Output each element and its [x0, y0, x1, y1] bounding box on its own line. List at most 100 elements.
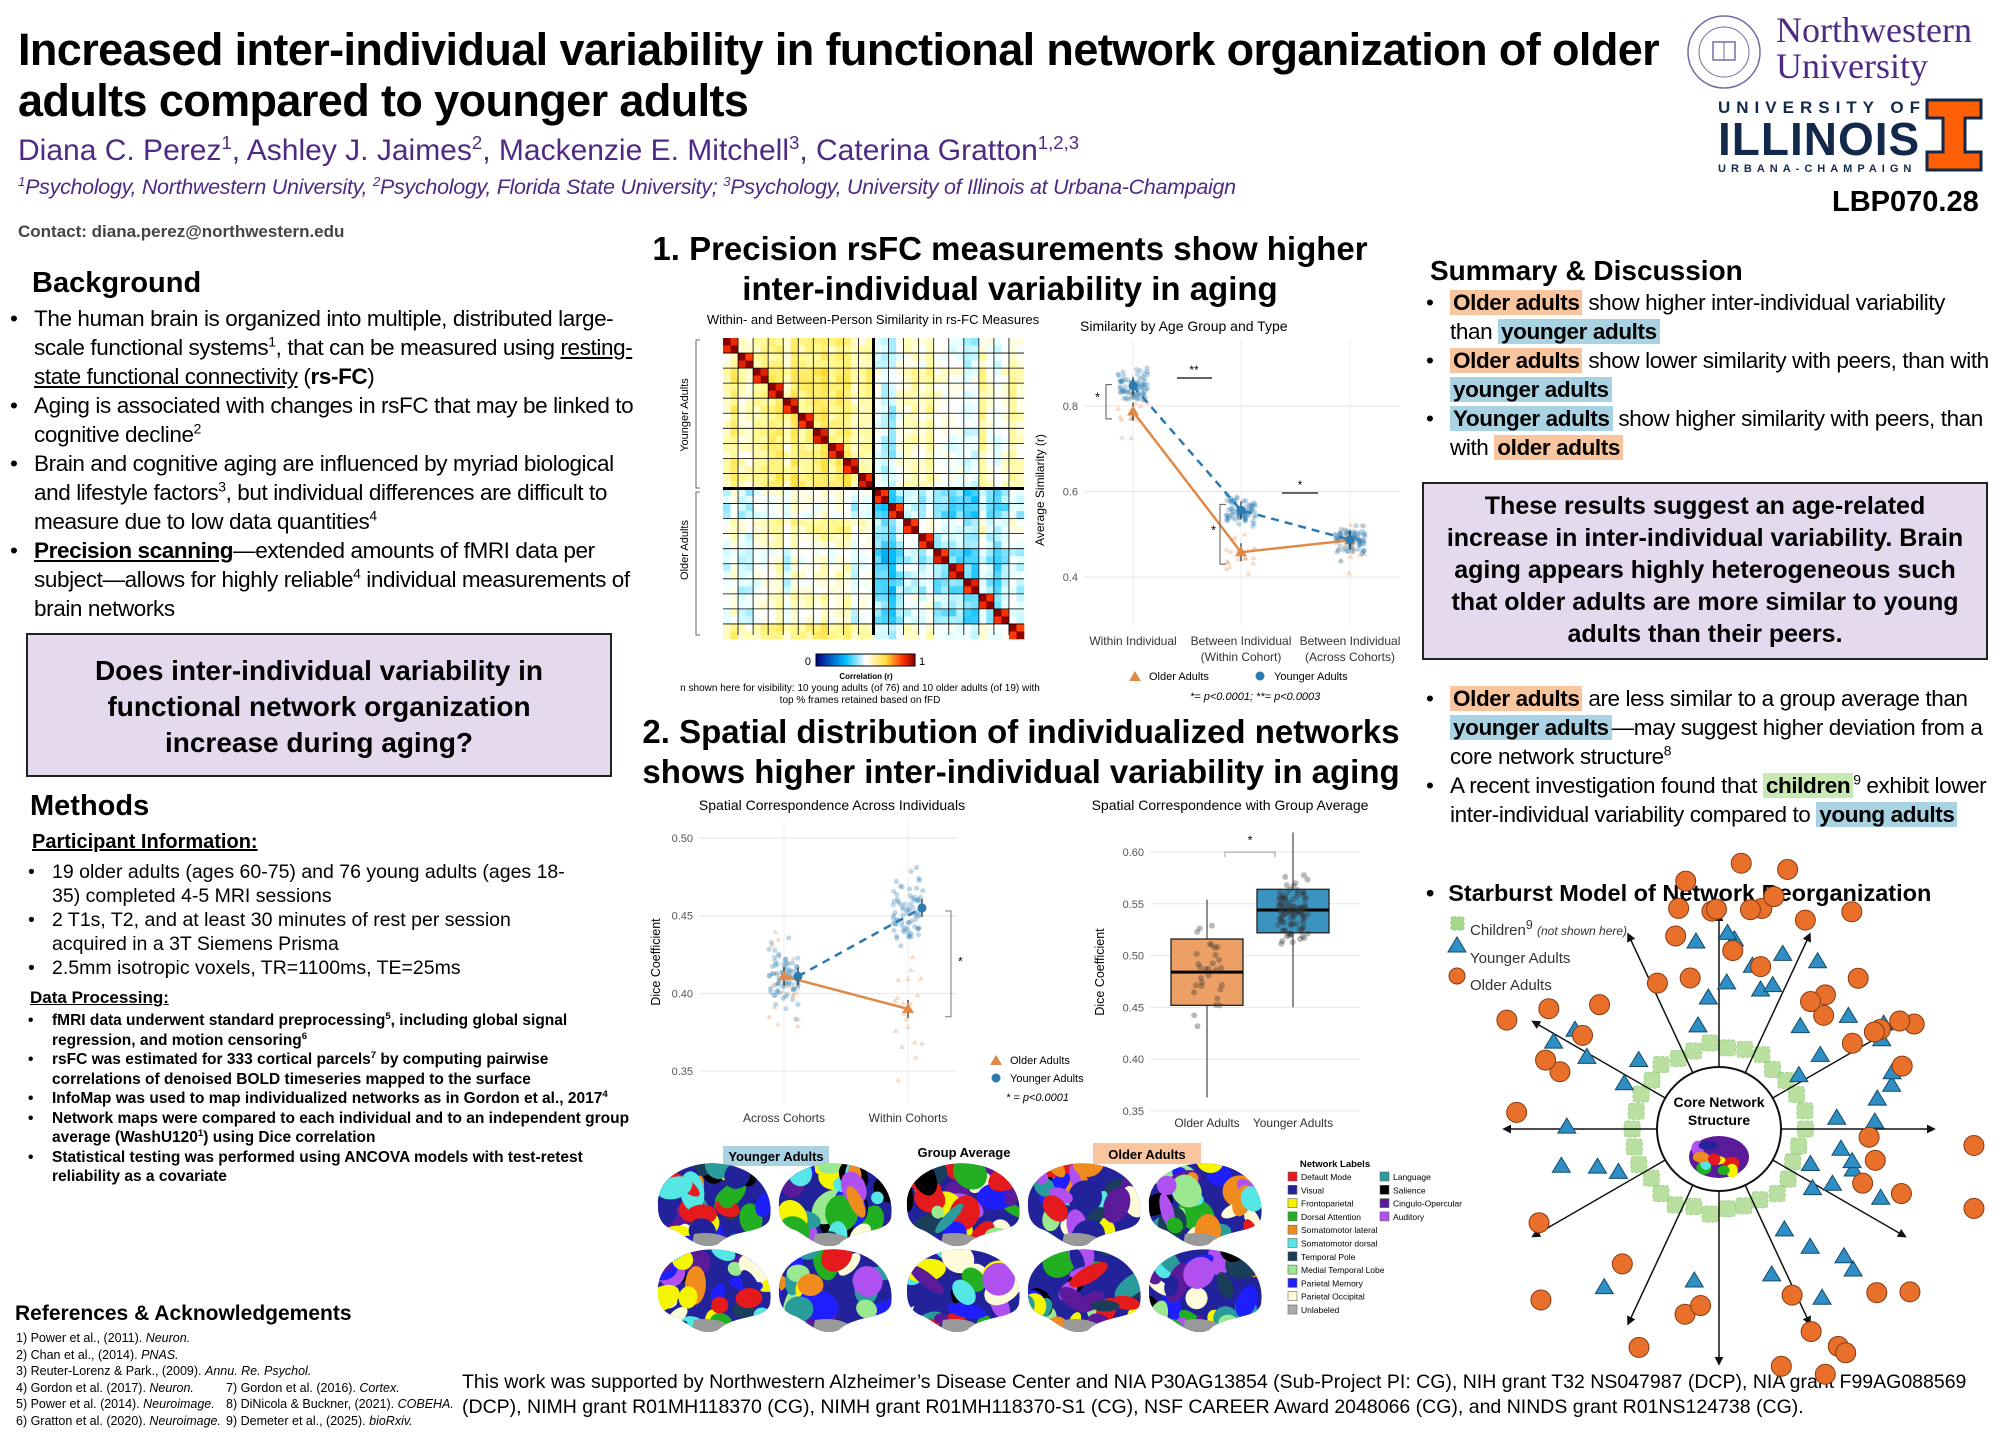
network-region	[755, 1192, 771, 1217]
text-run: 3	[789, 132, 800, 153]
heatmap-cell	[828, 623, 837, 632]
heatmap-cell	[963, 601, 972, 610]
network-label: Parietal Memory	[1301, 1278, 1364, 1288]
heatmap-cell	[941, 533, 950, 542]
text-run: older adults	[1494, 435, 1623, 460]
data-point	[1285, 907, 1292, 914]
heatmap-cell	[956, 586, 965, 595]
heatmap-cell	[1008, 623, 1017, 632]
data-point	[1359, 537, 1366, 543]
older-adult-marker	[1963, 1134, 1985, 1156]
heatmap-cell	[971, 593, 980, 602]
heatmap-cell	[723, 511, 731, 519]
heatmap-cell	[745, 578, 754, 587]
heatmap-cell	[911, 608, 919, 617]
data-point	[894, 896, 901, 903]
heatmap-cell	[813, 488, 822, 497]
heatmap-cell	[813, 586, 822, 595]
data-point	[1216, 956, 1223, 963]
data-point	[903, 1016, 910, 1022]
heatmap-cell	[1008, 601, 1017, 610]
heatmap-cell	[723, 390, 731, 399]
heatmap-cell	[783, 608, 792, 617]
heatmap-cell	[783, 586, 792, 595]
data-point	[1121, 389, 1128, 395]
heatmap-cell	[745, 586, 754, 595]
heatmap-cell	[753, 511, 761, 519]
data-point	[1212, 966, 1219, 973]
heatmap-cell	[956, 488, 965, 497]
data-point	[1294, 909, 1301, 916]
heatmap-cell	[881, 450, 889, 459]
data-point	[1361, 538, 1367, 544]
younger-adult-marker	[1831, 1139, 1851, 1156]
reference-item: 5) Power et al. (2014). Neuroimage.	[16, 1396, 311, 1413]
heatmap-cell	[881, 518, 889, 527]
heatmap-cell	[858, 518, 867, 527]
data-point	[900, 906, 906, 912]
text-run: 4	[353, 565, 361, 582]
network-region	[820, 1330, 850, 1365]
network-region	[909, 1265, 944, 1295]
heatmap-cell	[828, 593, 837, 602]
x-tick-label: (Within Cohort)	[1201, 650, 1282, 664]
data-point	[1224, 517, 1230, 523]
heatmap-cell	[956, 556, 965, 565]
heatmap-cell	[911, 541, 919, 549]
heatmap-cell	[865, 360, 874, 369]
heatmap-cell	[813, 533, 822, 542]
data-point	[1141, 370, 1148, 377]
heatmap-cell	[933, 450, 942, 459]
heatmap-cell	[760, 465, 769, 474]
temporal-pole-unlabeled	[1060, 1233, 1104, 1247]
heatmap-cell	[835, 623, 844, 632]
heatmap-cell	[926, 428, 934, 437]
data-point	[1135, 391, 1141, 397]
text-run: Diana C. Perez	[18, 134, 222, 167]
network-region	[1196, 1333, 1232, 1368]
data-point	[1280, 896, 1287, 903]
text-run: Psychology, Florida State University;	[380, 175, 724, 199]
heatmap-cell	[753, 503, 761, 512]
y-tick-label: 0.60	[1123, 847, 1144, 859]
heatmap-cell	[933, 511, 942, 519]
heatmap-cell	[933, 518, 942, 527]
heatmap-cell	[911, 503, 919, 512]
heatmap-cell	[1008, 413, 1017, 422]
heatmap-cell	[768, 450, 776, 459]
heatmap-cell	[896, 571, 904, 580]
data-point	[1287, 931, 1294, 938]
heatmap-cell	[986, 578, 995, 587]
heatmap-cell	[858, 496, 867, 504]
heatmap-cell	[843, 526, 852, 534]
heatmap-cell	[941, 458, 950, 467]
child-marker	[1652, 1185, 1670, 1203]
heatmap-cell	[873, 623, 882, 632]
heatmap-cell	[835, 345, 844, 354]
heatmap-cell	[903, 533, 912, 542]
data-point	[904, 1024, 911, 1030]
data-point	[1232, 498, 1238, 504]
heatmap-cell	[933, 398, 942, 407]
brain-map	[657, 1163, 771, 1247]
heatmap-cell	[805, 593, 814, 602]
legend-marker	[990, 1055, 1002, 1065]
heatmap-cell	[805, 480, 814, 489]
heatmap-cell	[918, 383, 927, 391]
text-run: Older adults	[1450, 290, 1583, 315]
heatmap-cell	[745, 458, 754, 467]
heatmap-cell	[813, 548, 822, 557]
network-region	[1114, 1270, 1141, 1301]
younger-adult-marker	[1716, 972, 1737, 990]
heatmap-cell	[753, 518, 761, 527]
data-point	[1246, 502, 1252, 508]
heatmap-cell	[805, 360, 814, 369]
data-point	[891, 888, 897, 895]
older-adult-marker	[1777, 858, 1799, 880]
text-run: ) using Dice correlation	[203, 1129, 376, 1146]
heatmap-cell	[926, 608, 934, 617]
heatmap-cell	[738, 450, 746, 459]
data-point	[899, 904, 906, 910]
heatmap-cell	[835, 571, 844, 580]
heatmap-cell	[903, 465, 912, 474]
